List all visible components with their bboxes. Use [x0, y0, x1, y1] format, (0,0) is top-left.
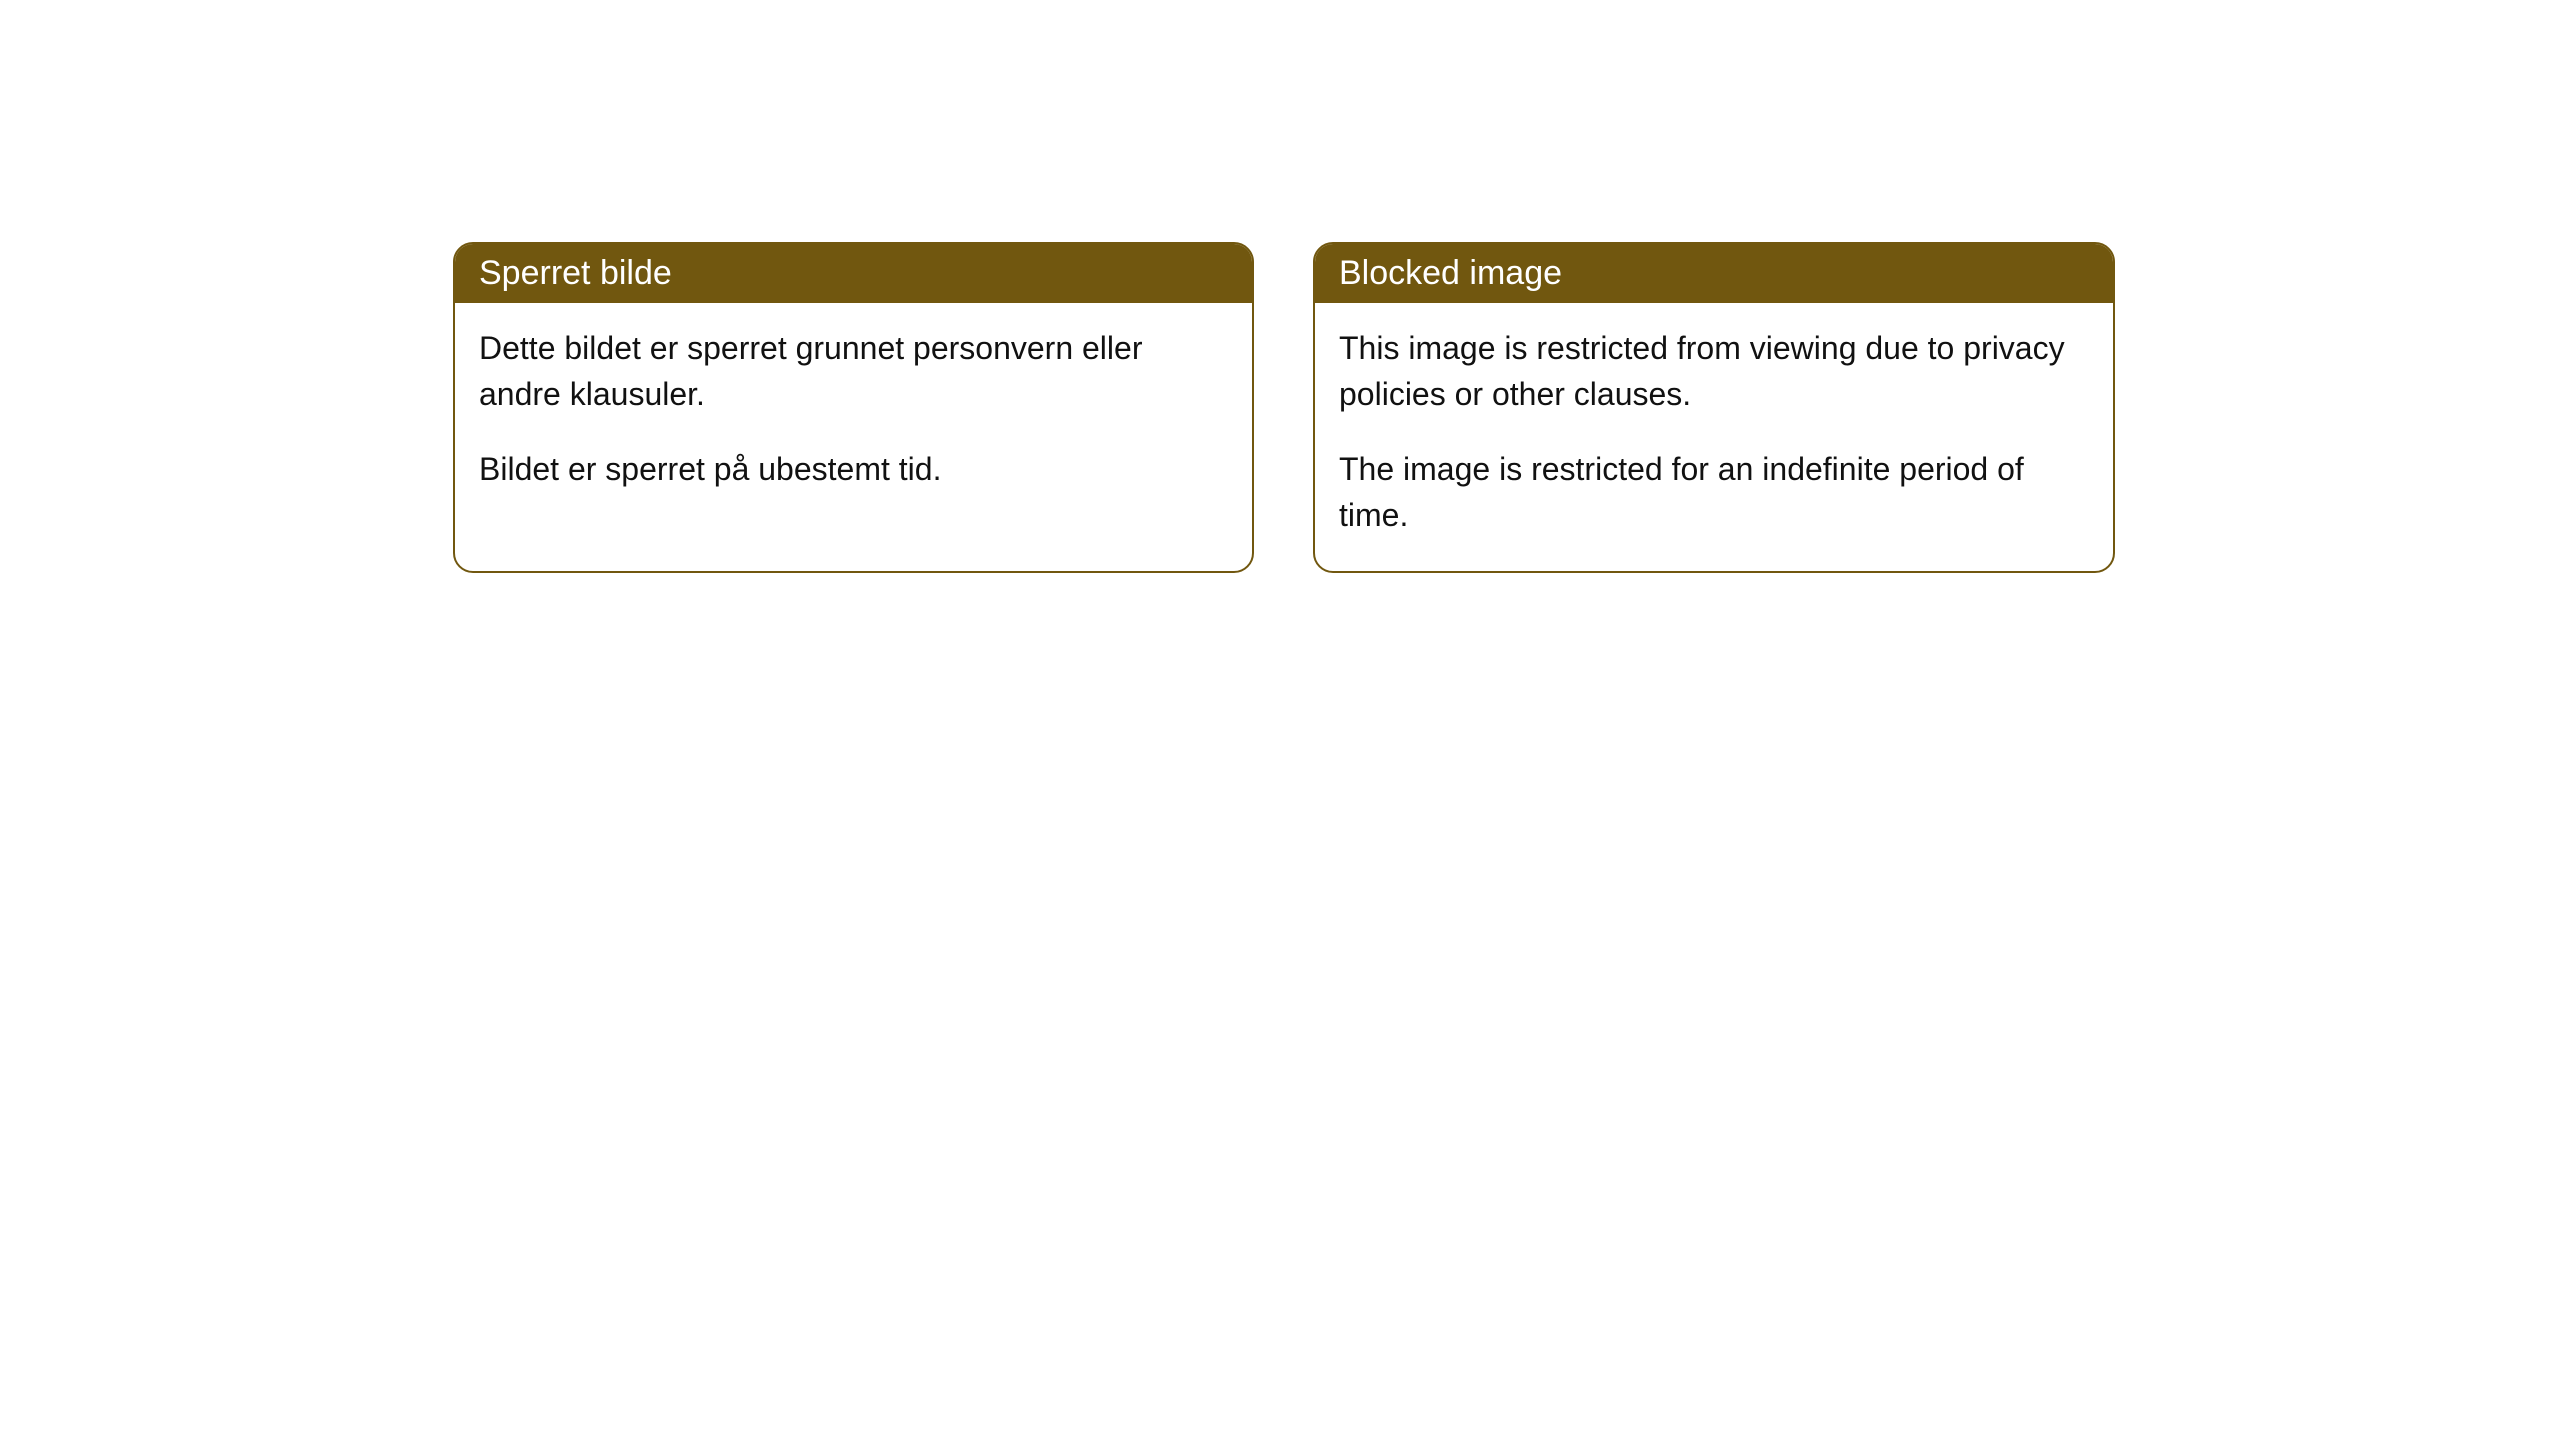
notice-text-english-2: The image is restricted for an indefinit…	[1339, 446, 2089, 539]
card-body-norwegian: Dette bildet er sperret grunnet personve…	[455, 303, 1252, 524]
notice-text-norwegian-1: Dette bildet er sperret grunnet personve…	[479, 325, 1228, 418]
card-title-norwegian: Sperret bilde	[479, 254, 672, 292]
card-header-english: Blocked image	[1315, 244, 2113, 303]
card-title-english: Blocked image	[1339, 254, 1562, 292]
notice-text-norwegian-2: Bildet er sperret på ubestemt tid.	[479, 446, 1228, 492]
card-header-norwegian: Sperret bilde	[455, 244, 1252, 303]
card-body-english: This image is restricted from viewing du…	[1315, 303, 2113, 571]
notice-text-english-1: This image is restricted from viewing du…	[1339, 325, 2089, 418]
notice-container: Sperret bilde Dette bildet er sperret gr…	[0, 0, 2560, 573]
notice-card-english: Blocked image This image is restricted f…	[1313, 242, 2115, 573]
notice-card-norwegian: Sperret bilde Dette bildet er sperret gr…	[453, 242, 1254, 573]
